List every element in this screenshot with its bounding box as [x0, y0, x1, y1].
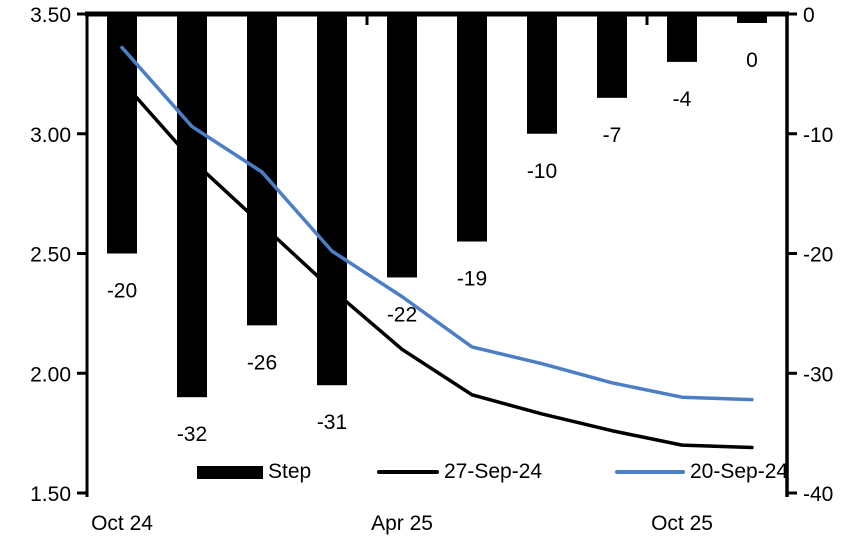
- bar-value-label: -19: [457, 268, 487, 291]
- left-axis-tick-label: 3.00: [30, 124, 71, 147]
- bar-value-label: 0: [746, 49, 758, 72]
- bar-value-label: -31: [317, 411, 347, 434]
- bar: [387, 14, 417, 278]
- right-axis-tick-label: 0: [803, 4, 815, 27]
- right-axis-tick-label: -30: [803, 363, 833, 386]
- x-axis-label: Oct 25: [651, 512, 713, 535]
- x-axis-label: Apr 25: [371, 512, 433, 535]
- legend-item-27-sep-24: 27-Sep-24: [377, 458, 542, 486]
- legend-label-27-sep-24: 27-Sep-24: [444, 460, 543, 483]
- legend-item-20-sep-24: 20-Sep-24: [615, 458, 788, 486]
- bar: [737, 14, 767, 23]
- line-legend-swatch-27-sep-24: [377, 470, 439, 474]
- bar: [527, 14, 557, 134]
- bar: [107, 14, 137, 254]
- bar-value-label: -10: [527, 160, 557, 183]
- bar-value-label: -7: [603, 124, 622, 147]
- line-legend-swatch-20-sep-24: [615, 470, 685, 474]
- bar: [177, 14, 207, 398]
- chart-legend: Step 27-Sep-24 20-Sep-24: [0, 458, 852, 486]
- right-axis-tick-label: -10: [803, 124, 833, 147]
- left-axis-tick-label: 3.50: [30, 4, 71, 27]
- left-axis-tick-label: 1.50: [30, 483, 71, 506]
- series-line-20-sep-24: [120, 45, 754, 402]
- legend-item-step: Step: [197, 458, 311, 486]
- bar-value-label: -4: [673, 88, 692, 111]
- left-axis-tick-label: 2.50: [30, 244, 71, 267]
- legend-label-20-sep-24: 20-Sep-24: [690, 460, 789, 483]
- bar-value-label: -20: [107, 280, 137, 303]
- bar: [597, 14, 627, 98]
- bar-value-label: -32: [177, 423, 207, 446]
- bar: [457, 14, 487, 242]
- bar-value-label: -22: [387, 303, 417, 326]
- series-line-27-sep-24: [120, 79, 754, 450]
- legend-label-step: Step: [268, 460, 312, 483]
- x-axis-label: Oct 24: [91, 512, 153, 535]
- right-axis-tick-label: -40: [803, 483, 833, 506]
- bar: [247, 14, 277, 326]
- right-axis-tick-label: -20: [803, 244, 833, 267]
- bar-legend-swatch: [197, 465, 263, 479]
- bar: [667, 14, 697, 62]
- bar-value-label: -26: [247, 351, 277, 374]
- left-axis-tick-label: 2.00: [30, 363, 71, 386]
- bar: [317, 14, 347, 386]
